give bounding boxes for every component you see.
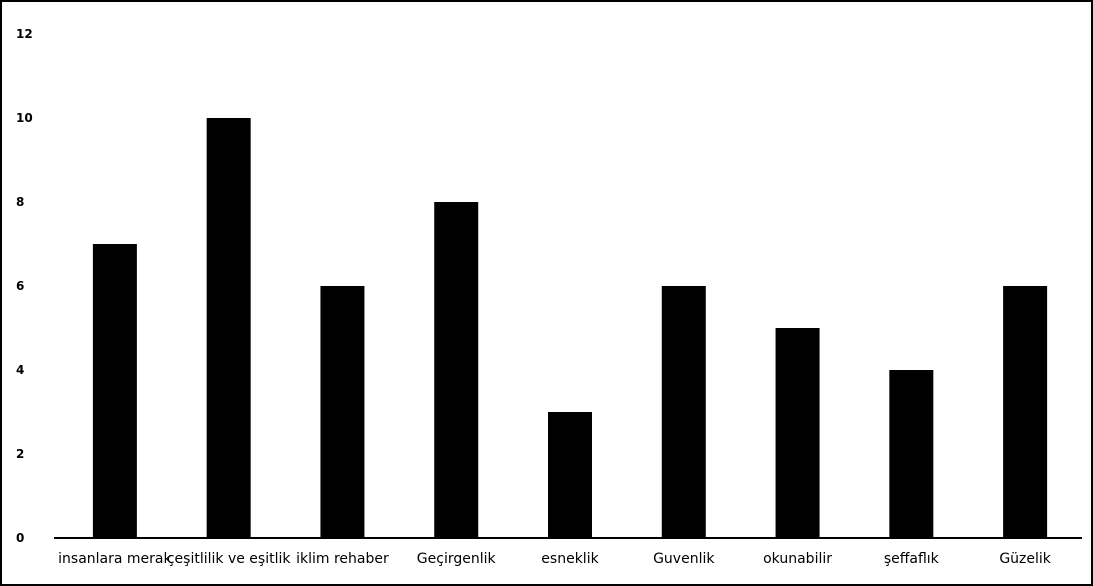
- x-tick-label: okunabilir: [763, 551, 832, 567]
- bar: [320, 286, 365, 538]
- bar: [434, 202, 479, 538]
- x-tick-label: Geçirgenlik: [417, 551, 497, 567]
- y-tick-label: 10: [16, 111, 33, 125]
- x-tick-label: esneklik: [541, 551, 599, 567]
- x-tick-label: çeşitlilik ve eşitlik: [167, 551, 292, 567]
- x-tick-label: Guvenlik: [653, 551, 715, 567]
- y-tick-label: 12: [16, 27, 33, 41]
- y-tick-label: 0: [16, 531, 24, 545]
- bar: [92, 244, 137, 538]
- bar: [661, 286, 706, 538]
- y-tick-label: 4: [16, 363, 24, 377]
- y-axis-ticks: 0 2 4 6 8 10 12: [16, 27, 33, 545]
- bar: [775, 328, 820, 538]
- x-tick-label: insanlara merak: [58, 551, 172, 567]
- y-tick-label: 6: [16, 279, 24, 293]
- y-tick-label: 8: [16, 195, 24, 209]
- x-tick-label: iklim rehaber: [296, 551, 389, 567]
- x-tick-label: Güzelik: [999, 551, 1051, 567]
- bar: [206, 118, 251, 538]
- bar: [1003, 286, 1048, 538]
- bar: [889, 370, 934, 538]
- y-tick-label: 2: [16, 447, 24, 461]
- bar: [548, 412, 592, 538]
- bars: [92, 118, 1048, 538]
- x-tick-label: şeffaflık: [884, 551, 940, 567]
